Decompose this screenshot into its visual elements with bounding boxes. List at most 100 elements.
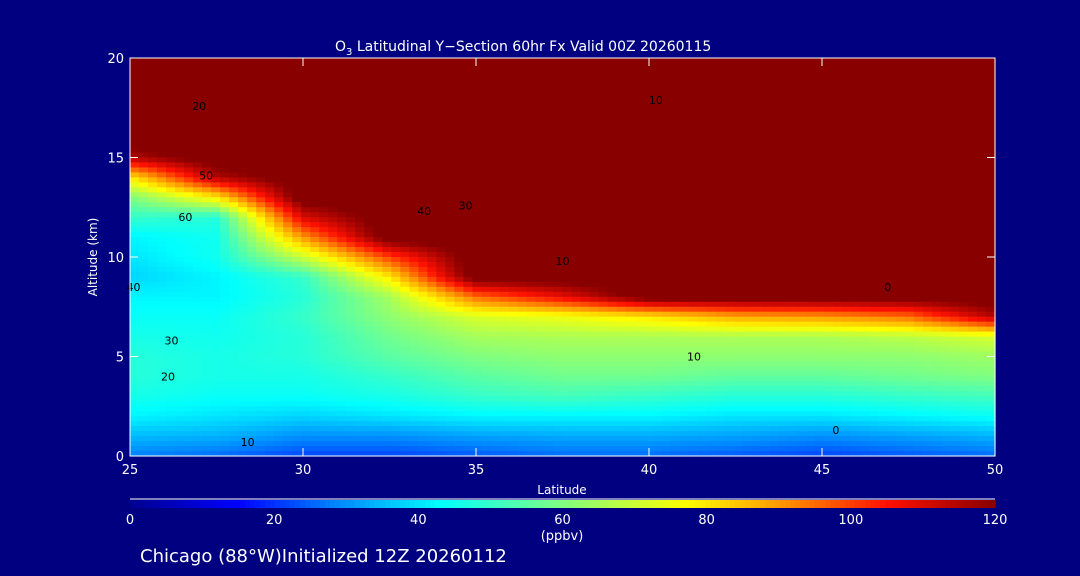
heatmap-cell — [787, 67, 798, 74]
heatmap-cell — [166, 286, 176, 293]
heatmap-cell — [724, 212, 735, 218]
heatmap-cell — [751, 117, 762, 124]
heatmap-cell — [922, 62, 933, 69]
heatmap-cell — [607, 266, 618, 273]
heatmap-cell — [409, 202, 419, 208]
heatmap-cell — [508, 217, 519, 223]
heatmap-cell — [517, 157, 528, 164]
heatmap-cell — [373, 132, 383, 139]
heatmap-cell — [328, 142, 338, 149]
heatmap-cell — [490, 77, 501, 84]
heatmap-cell — [544, 132, 555, 139]
heatmap-cell — [715, 87, 726, 94]
heatmap-cell — [391, 311, 401, 318]
heatmap-cell — [220, 127, 230, 134]
heatmap-cell — [931, 257, 942, 263]
heatmap-cell — [508, 227, 519, 233]
heatmap-cell — [139, 306, 149, 313]
heatmap-cell — [148, 107, 158, 114]
heatmap-cell — [490, 296, 501, 303]
heatmap-cell — [679, 192, 690, 198]
heatmap-cell — [148, 286, 158, 293]
heatmap-cell — [931, 192, 942, 198]
heatmap-cell — [967, 291, 978, 298]
heatmap-cell — [715, 127, 726, 134]
heatmap-cell — [985, 237, 996, 243]
heatmap-cell — [769, 217, 780, 223]
heatmap-cell — [616, 187, 627, 193]
heatmap-cell — [877, 252, 888, 258]
heatmap-cell — [328, 162, 338, 169]
heatmap-cell — [409, 72, 419, 79]
heatmap-cell — [436, 232, 446, 238]
heatmap-cell — [760, 162, 771, 169]
heatmap-cell — [976, 306, 987, 313]
heatmap-cell — [418, 232, 428, 238]
heatmap-cell — [589, 152, 600, 159]
heatmap-cell — [319, 217, 329, 223]
heatmap-cell — [904, 62, 915, 69]
heatmap-cell — [823, 197, 834, 203]
heatmap-cell — [688, 266, 699, 273]
heatmap-cell — [742, 212, 753, 218]
heatmap-cell — [364, 311, 374, 318]
heatmap-cell — [418, 167, 428, 174]
heatmap-cell — [796, 212, 807, 218]
heatmap-cell — [904, 147, 915, 154]
heatmap-cell — [922, 67, 933, 74]
heatmap-cell — [157, 212, 167, 218]
heatmap-cell — [310, 217, 320, 223]
heatmap-cell — [877, 261, 888, 268]
heatmap-cell — [364, 122, 374, 129]
heatmap-cell — [211, 217, 221, 223]
heatmap-cell — [256, 306, 266, 313]
heatmap-cell — [229, 67, 239, 74]
heatmap-cell — [382, 271, 392, 278]
heatmap-cell — [859, 252, 870, 258]
heatmap-cell — [886, 271, 897, 278]
heatmap-cell — [463, 177, 473, 183]
heatmap-cell — [715, 207, 726, 213]
heatmap-cell — [166, 222, 176, 228]
heatmap-cell — [499, 127, 510, 134]
heatmap-cell — [454, 107, 464, 114]
heatmap-cell — [355, 301, 365, 308]
heatmap-cell — [850, 242, 861, 248]
heatmap-cell — [679, 266, 690, 273]
heatmap-cell — [499, 167, 510, 174]
heatmap-cell — [868, 212, 879, 218]
heatmap-cell — [247, 97, 257, 104]
heatmap-cell — [643, 237, 654, 243]
heatmap-cell — [949, 286, 960, 293]
heatmap-cell — [832, 62, 843, 69]
heatmap-cell — [301, 102, 311, 109]
heatmap-cell — [418, 286, 428, 293]
heatmap-cell — [904, 167, 915, 174]
heatmap-cell — [148, 217, 158, 223]
heatmap-cell — [184, 266, 194, 273]
heatmap-cell — [922, 217, 933, 223]
heatmap-cell — [706, 296, 717, 303]
heatmap-cell — [517, 107, 528, 114]
heatmap-cell — [985, 67, 996, 74]
heatmap-cell — [499, 192, 510, 198]
heatmap-cell — [283, 207, 293, 213]
heatmap-cell — [607, 77, 618, 84]
heatmap-cell — [319, 92, 329, 99]
heatmap-cell — [130, 117, 140, 124]
heatmap-cell — [400, 97, 410, 104]
heatmap-cell — [256, 117, 266, 124]
heatmap-cell — [571, 92, 582, 99]
heatmap-cell — [562, 87, 573, 94]
heatmap-cell — [319, 232, 329, 238]
heatmap-cell — [247, 247, 257, 253]
heatmap-cell — [670, 266, 681, 273]
heatmap-cell — [220, 172, 230, 178]
heatmap-cell — [724, 142, 735, 149]
heatmap-cell — [787, 217, 798, 223]
heatmap-cell — [625, 291, 636, 298]
heatmap-cell — [373, 212, 383, 218]
heatmap-cell — [796, 142, 807, 149]
heatmap-cell — [715, 227, 726, 233]
heatmap-cell — [220, 58, 230, 64]
